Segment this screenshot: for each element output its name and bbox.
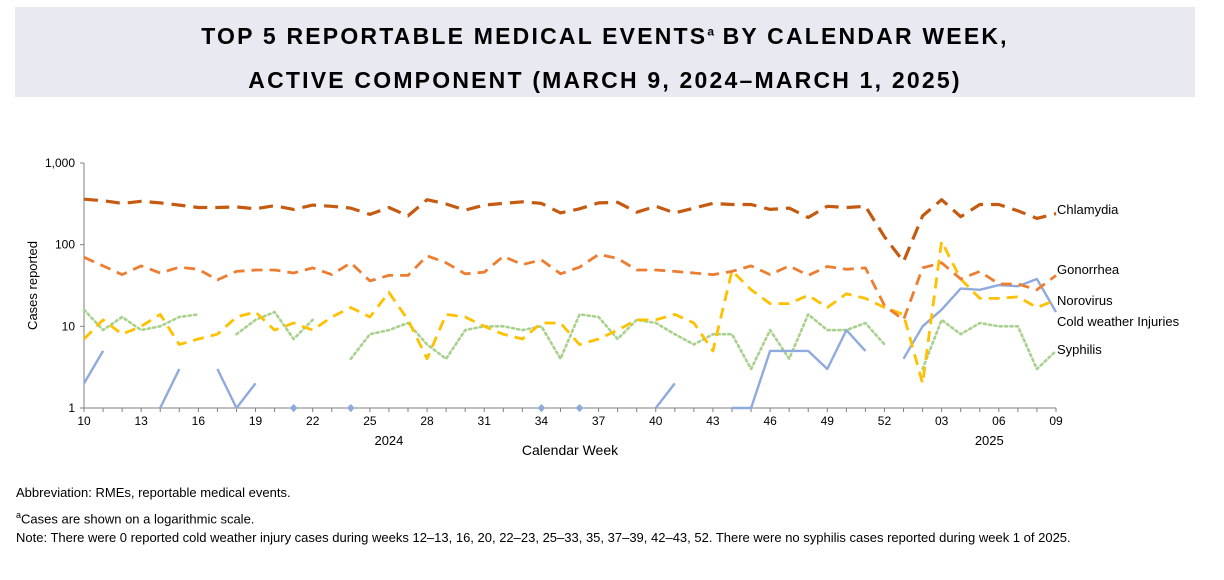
series-line-segment bbox=[216, 368, 257, 410]
y-tick-label: 100 bbox=[55, 238, 75, 252]
x-tick-label: 19 bbox=[249, 414, 263, 428]
x-tick-label: 52 bbox=[878, 414, 892, 428]
title-line1-rest: BY CALENDAR WEEK, bbox=[714, 23, 1009, 49]
x-tick-label: 09 bbox=[1049, 414, 1063, 428]
series-line-segment bbox=[83, 239, 1057, 385]
footnote-a-marker: a bbox=[16, 510, 22, 520]
x-axis-title: Calendar Week bbox=[522, 442, 619, 458]
footnote-note: Note: There were 0 reported cold weather… bbox=[16, 530, 1071, 545]
footnote-a: aCases are shown on a logarithmic scale. bbox=[16, 507, 254, 527]
y-tick-label: 1 bbox=[68, 401, 75, 415]
year-label: 2025 bbox=[975, 433, 1004, 448]
x-tick-label: 25 bbox=[363, 414, 377, 428]
series-line-segment bbox=[82, 350, 105, 385]
x-tick-label: 10 bbox=[77, 414, 91, 428]
series-point-marker bbox=[289, 404, 298, 412]
x-tick-label: 40 bbox=[649, 414, 663, 428]
series-line-segment bbox=[921, 318, 1058, 371]
x-tick-label: 34 bbox=[535, 414, 549, 428]
x-tick-label: 06 bbox=[992, 414, 1006, 428]
chart-title-line-1: TOP 5 REPORTABLE MEDICAL EVENTSa BY CALE… bbox=[15, 23, 1195, 50]
y-tick-label: 10 bbox=[62, 319, 76, 333]
title-banner: TOP 5 REPORTABLE MEDICAL EVENTSa BY CALE… bbox=[15, 7, 1195, 97]
series-line-segment bbox=[349, 313, 886, 371]
series-point-marker bbox=[537, 404, 546, 412]
series-gonorrhea bbox=[83, 253, 1057, 322]
year-label: 2024 bbox=[374, 433, 403, 448]
x-tick-label: 37 bbox=[592, 414, 606, 428]
series-line-segment bbox=[83, 253, 1057, 322]
x-tick-label: 46 bbox=[763, 414, 777, 428]
legend-label-gonorrhea: Gonorrhea bbox=[1057, 262, 1120, 277]
x-tick-label: 13 bbox=[134, 414, 148, 428]
legend-label-norovirus: Norovirus bbox=[1057, 293, 1113, 308]
footnote-a-text: Cases are shown on a logarithmic scale. bbox=[21, 511, 255, 527]
series-line-segment bbox=[732, 328, 867, 410]
series-point-marker bbox=[575, 404, 584, 412]
chart-title-line-2: ACTIVE COMPONENT (MARCH 9, 2024–MARCH 1,… bbox=[248, 67, 962, 93]
series-line-segment bbox=[82, 308, 200, 332]
series-norovirus bbox=[83, 239, 1057, 385]
labels-layer: Chlamydia Gonorrhea Norovirus Cold weather … bbox=[1057, 202, 1180, 357]
series-point-marker bbox=[346, 404, 355, 412]
series-line-segment bbox=[902, 277, 1058, 360]
x-tick-label: 31 bbox=[478, 414, 492, 428]
series-syphilis bbox=[82, 277, 1058, 412]
x-tick-label: 22 bbox=[306, 414, 320, 428]
y-axis-title: Cases reported bbox=[25, 241, 40, 330]
x-tick-label: 16 bbox=[192, 414, 206, 428]
series-layer bbox=[82, 197, 1058, 412]
x-tick-label: 43 bbox=[706, 414, 720, 428]
series-chlamydia bbox=[83, 197, 1057, 264]
legend-label-chlamydia: Chlamydia bbox=[1057, 202, 1119, 217]
legend-label-syphilis: Syphilis bbox=[1057, 342, 1102, 357]
title-footnote-marker: a bbox=[707, 24, 715, 39]
title-line1-text: TOP 5 REPORTABLE MEDICAL EVENTS bbox=[201, 23, 708, 49]
legend-label-cold-weather-injuries: Cold weather Injuries bbox=[1057, 314, 1180, 329]
x-tick-label: 03 bbox=[935, 414, 949, 428]
series-cold-weather-injuries bbox=[82, 308, 1058, 371]
footnote-abbreviation: Abbreviation: RMEs, reportable medical e… bbox=[16, 485, 291, 500]
series-line-segment bbox=[83, 197, 1057, 264]
y-tick-label: 1,000 bbox=[45, 156, 75, 170]
x-tick-label: 49 bbox=[821, 414, 835, 428]
series-line-segment bbox=[159, 368, 181, 409]
series-line-segment bbox=[654, 382, 676, 409]
series-line-segment bbox=[235, 310, 314, 341]
x-tick-label: 28 bbox=[420, 414, 434, 428]
